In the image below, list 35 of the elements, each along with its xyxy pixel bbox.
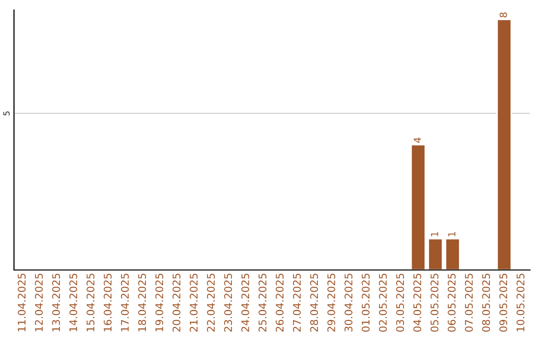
x-tick-label: 10.05.2025 <box>516 274 524 332</box>
x-tick-label: 26.04.2025 <box>276 274 284 332</box>
x-tick-label: 25.04.2025 <box>258 274 266 332</box>
data-label: 1 <box>448 232 456 236</box>
x-tick-label: 02.05.2025 <box>378 274 387 332</box>
data-label: 4 <box>414 138 421 143</box>
x-tick-label: 15.04.2025 <box>86 274 94 332</box>
x-tick-label: 11.04.2025 <box>18 274 26 332</box>
x-tick-label: 12.04.2025 <box>34 274 43 332</box>
x-tick-label: 16.04.2025 <box>104 274 112 332</box>
x-tick-label: 06.05.2025 <box>448 274 456 332</box>
x-tick-label: 18.04.2025 <box>138 274 146 332</box>
x-tick-label: 03.05.2025 <box>396 274 404 332</box>
x-tick-label: 05.05.2025 <box>430 274 438 332</box>
x-tick-label: 13.04.2025 <box>52 274 60 332</box>
x-tick-label: 27.04.2025 <box>292 274 301 332</box>
x-tick-label: 01.05.2025 <box>362 274 370 332</box>
x-tick-label: 09.05.2025 <box>499 274 508 332</box>
x-tick-label: 23.04.2025 <box>224 274 232 332</box>
x-tick-label: 24.04.2025 <box>241 274 250 332</box>
x-tick-label: 21.04.2025 <box>190 274 198 332</box>
x-tick-label: 08.05.2025 <box>482 274 490 332</box>
x-tick-label: 07.05.2025 <box>464 274 473 332</box>
y-tick-label: 5 <box>3 111 10 116</box>
data-label: 8 <box>500 12 508 18</box>
x-tick-label: 17.04.2025 <box>120 274 129 332</box>
x-tick-label: 14.04.2025 <box>69 274 78 332</box>
x-tick-label: 20.04.2025 <box>172 274 180 332</box>
x-tick-label: 19.04.2025 <box>155 274 164 332</box>
data-label: 1 <box>430 232 438 236</box>
x-tick-label: 28.04.2025 <box>310 274 318 332</box>
x-tick-label: 22.04.2025 <box>206 274 215 332</box>
x-tick-label: 04.05.2025 <box>413 274 422 332</box>
x-tick-label: 29.04.2025 <box>327 274 336 332</box>
x-tick-label: 30.04.2025 <box>344 274 352 332</box>
